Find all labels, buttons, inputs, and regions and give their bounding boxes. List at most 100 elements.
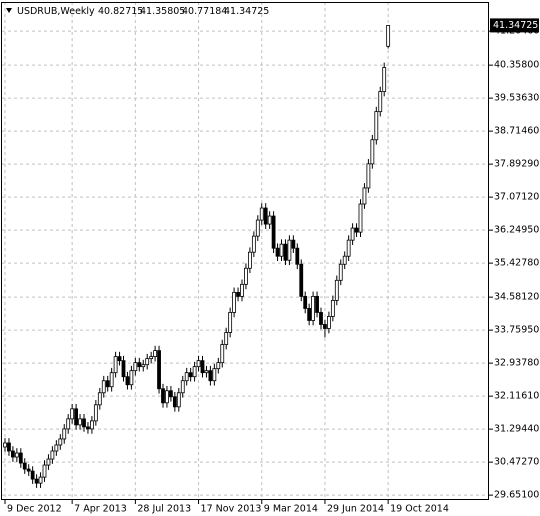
candle-body — [86, 426, 90, 430]
y-tick-label: 37.89290 — [494, 159, 539, 170]
y-tick-label: 35.42780 — [494, 258, 539, 269]
x-tick-label: 19 Oct 2014 — [390, 504, 449, 515]
candle-body — [184, 372, 189, 382]
candle-body — [204, 370, 209, 374]
candle-body — [7, 442, 11, 452]
candle-body — [172, 396, 177, 408]
candle-body — [267, 215, 272, 225]
candle-body — [90, 420, 94, 430]
y-tick-label: 39.53630 — [494, 93, 539, 104]
candle-body — [354, 227, 359, 233]
candle-body — [26, 468, 31, 472]
candle-body — [232, 291, 237, 313]
candle-body — [66, 418, 71, 430]
candle-body — [196, 360, 201, 368]
open-value: 40.82715 — [98, 6, 143, 17]
candle-body — [370, 139, 375, 165]
candle-body — [117, 356, 122, 362]
candle-body — [113, 356, 118, 374]
candle-body — [30, 470, 35, 480]
candle-body — [168, 390, 173, 398]
candle-body — [291, 239, 296, 249]
candle-body — [157, 350, 161, 390]
y-tick-label: 30.47270 — [494, 457, 539, 468]
y-tick-label: 31.29440 — [494, 424, 539, 435]
candle-body — [362, 187, 367, 205]
candle-body — [279, 243, 284, 257]
candle-body — [54, 444, 59, 452]
candle-body — [311, 295, 316, 321]
candle-body — [303, 295, 308, 309]
candle-body — [70, 408, 75, 420]
candle-body — [141, 364, 146, 368]
candle-body — [62, 428, 67, 440]
price-label: 41.34725 — [493, 20, 538, 31]
candle-body — [358, 203, 363, 233]
candle-body — [255, 219, 260, 237]
candle-body — [10, 450, 15, 458]
candle-body — [220, 344, 225, 364]
candle-body — [240, 283, 244, 297]
y-tick-label: 38.71460 — [494, 126, 539, 137]
menu-arrow[interactable] — [6, 8, 12, 13]
plot-frame — [1, 2, 489, 500]
candle-body — [129, 370, 134, 386]
candle-body — [50, 450, 55, 460]
x-tick-label: 9 Mar 2014 — [264, 504, 318, 515]
y-tick-label: 32.11610 — [494, 391, 539, 402]
candle-body — [34, 478, 39, 484]
candle-body — [121, 360, 126, 378]
candle-body — [22, 462, 27, 470]
x-tick-label: 29 Jun 2014 — [327, 504, 384, 515]
candle-body — [125, 376, 130, 386]
x-tick-label: 7 Apr 2013 — [74, 504, 127, 515]
candle-body — [295, 247, 300, 265]
candle-body — [161, 388, 165, 404]
candle-body — [236, 291, 240, 297]
candle-body — [153, 350, 158, 358]
candle-body — [165, 390, 169, 404]
candle-body — [188, 372, 193, 378]
candle-body — [271, 215, 276, 249]
candle-body — [378, 91, 383, 113]
candle-body — [42, 464, 47, 478]
y-tick-label: 37.07120 — [494, 192, 539, 203]
low-value: 40.77184 — [182, 6, 227, 17]
candle-body — [101, 380, 106, 394]
candle-body — [338, 263, 343, 281]
candle-body — [97, 392, 102, 406]
candle-body — [244, 267, 248, 285]
candles — [3, 24, 391, 488]
candle-body — [326, 316, 331, 329]
candle-body — [3, 442, 7, 448]
candle-body — [307, 308, 312, 321]
candle-body — [46, 458, 51, 466]
candle-body — [334, 279, 339, 301]
candle-body — [58, 438, 63, 446]
candle-body — [259, 207, 264, 221]
candle-body — [93, 404, 98, 422]
candle-body — [105, 380, 110, 388]
candle-body — [180, 380, 185, 394]
candle-body — [18, 452, 23, 464]
candle-body — [14, 452, 19, 458]
candle-body — [82, 418, 86, 428]
candle-body — [137, 362, 142, 368]
candle-body — [350, 227, 355, 241]
candle-body — [216, 362, 221, 370]
candle-body — [287, 239, 292, 261]
candle-body — [346, 239, 351, 257]
price-label-box — [490, 18, 539, 33]
candle-body — [247, 251, 252, 269]
y-tick-label: 36.24950 — [494, 225, 539, 236]
candle-body — [208, 370, 213, 382]
candle-body — [74, 408, 78, 426]
candle-body — [319, 312, 323, 325]
y-tick-label: 29.65100 — [494, 490, 539, 501]
candle-body — [224, 332, 229, 345]
candle-body — [263, 207, 268, 225]
y-tick-label: 34.58120 — [494, 292, 539, 303]
candle-body — [299, 263, 304, 297]
